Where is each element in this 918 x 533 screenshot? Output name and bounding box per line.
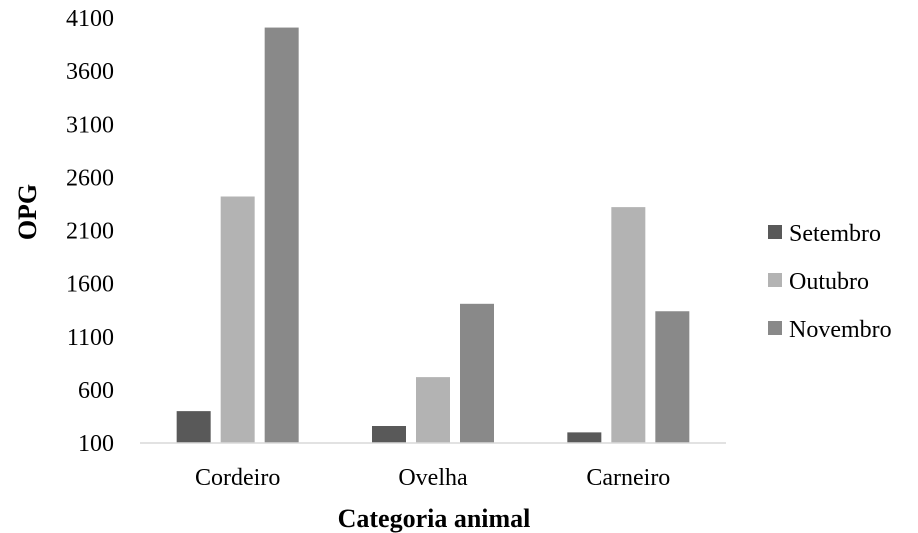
bar-outubro-ovelha [416, 377, 450, 443]
legend-label-outubro: Outubro [789, 269, 869, 295]
y-tick-label: 600 [78, 378, 114, 404]
bar-novembro-carneiro [655, 311, 690, 443]
bar-setembro-cordeiro [176, 411, 211, 443]
bar-novembro-cordeiro [264, 27, 299, 443]
x-tick-label: Carneiro [586, 465, 670, 491]
legend-swatch-setembro [768, 225, 782, 239]
legend-label-novembro: Novembro [789, 317, 892, 343]
legend-swatch-outubro [768, 273, 782, 287]
legend-swatch-novembro [768, 321, 782, 335]
y-tick-label: 3600 [66, 59, 114, 85]
y-tick-label: 3100 [66, 112, 114, 138]
y-axis-title: OPG [13, 184, 42, 240]
x-axis-ticks: Cordeiro Ovelha Carneiro [195, 465, 670, 491]
bar-setembro-carneiro [567, 432, 602, 443]
bar-outubro-cordeiro [220, 196, 255, 443]
bar-novembro-ovelha [460, 303, 494, 443]
x-tick-label: Cordeiro [195, 465, 280, 491]
y-tick-label: 1600 [66, 272, 114, 298]
bar-outubro-carneiro [611, 207, 646, 443]
y-axis-ticks: 100 600 1100 1600 2100 2600 3100 3600 4100 [66, 6, 114, 457]
y-tick-label: 2600 [66, 165, 114, 191]
y-tick-label: 2100 [66, 219, 114, 245]
bars [176, 27, 690, 443]
legend-label-setembro: Setembro [789, 221, 881, 247]
y-tick-label: 100 [78, 431, 114, 457]
x-tick-label: Ovelha [398, 465, 468, 491]
legend: Setembro Outubro Novembro [768, 221, 892, 343]
y-tick-label: 1100 [67, 325, 114, 351]
y-tick-label: 4100 [66, 6, 114, 32]
x-axis-title: Categoria animal [338, 504, 531, 533]
bar-setembro-ovelha [372, 426, 406, 443]
